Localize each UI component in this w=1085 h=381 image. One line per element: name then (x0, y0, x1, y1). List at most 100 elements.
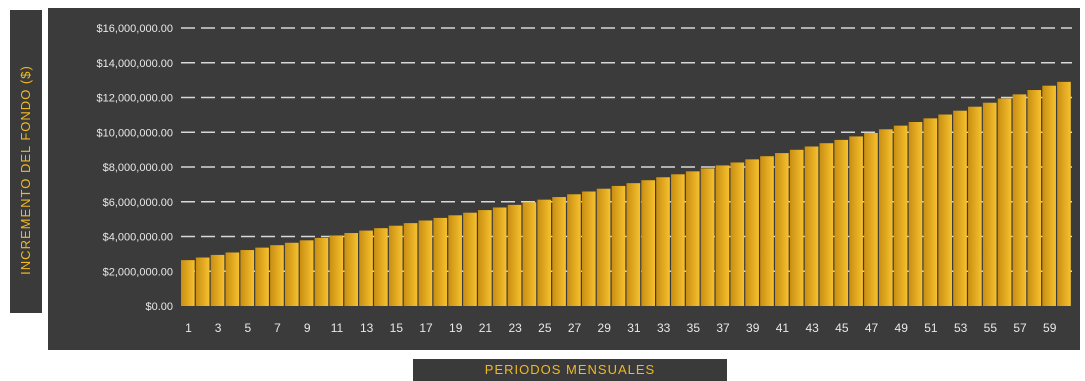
bar (685, 171, 700, 306)
bar (418, 220, 433, 306)
bar (730, 162, 745, 306)
bar (596, 188, 611, 306)
x-axis-label-box: PERIODOS MENSUALES (413, 359, 727, 381)
x-tick-label: 19 (449, 321, 463, 335)
bar (403, 223, 418, 306)
bar (893, 125, 908, 307)
bar (299, 240, 314, 306)
bar (923, 118, 938, 306)
bar (374, 228, 388, 306)
bar (359, 230, 373, 306)
bar (1057, 81, 1071, 306)
x-tick-label: 9 (304, 321, 311, 335)
plot-area: $0.00 $2,000,000.00 $4,000,000.00 $6,000,00… (48, 8, 1080, 350)
bar (240, 250, 255, 306)
bar (611, 185, 626, 306)
bar (968, 106, 982, 307)
x-tick-label: 11 (331, 321, 344, 335)
x-tick-label: 25 (538, 321, 552, 335)
bar (953, 110, 967, 306)
x-tick-label: 49 (895, 321, 909, 335)
x-tick-label: 5 (244, 321, 251, 335)
y-tick-labels: $0.00 $2,000,000.00 $4,000,000.00 $6,000,00… (97, 23, 173, 313)
bar (522, 202, 537, 306)
x-tick-label: 59 (1043, 321, 1057, 335)
bars (181, 81, 1071, 307)
x-tick-label: 53 (954, 321, 968, 335)
x-tick-label: 57 (1013, 321, 1027, 335)
x-tick-label: 51 (924, 321, 938, 335)
y-tick-label: $4,000,000.00 (103, 232, 173, 244)
x-tick-label: 37 (716, 321, 730, 335)
x-tick-label: 45 (835, 321, 849, 335)
x-tick-label: 3 (215, 321, 222, 335)
bar (284, 242, 299, 306)
x-tick-label: 17 (419, 321, 433, 335)
x-tick-label: 7 (274, 321, 281, 335)
bar (641, 180, 655, 306)
x-tick-label: 1 (185, 321, 192, 335)
bar (314, 237, 329, 306)
bar (775, 153, 789, 306)
y-tick-label: $16,000,000.00 (97, 23, 173, 35)
bar (567, 194, 581, 306)
bar (433, 217, 448, 306)
bar (908, 121, 923, 306)
bar (1042, 85, 1056, 306)
bar (210, 254, 225, 306)
bar (195, 257, 210, 306)
x-tick-label: 27 (568, 321, 582, 335)
bar (760, 156, 774, 306)
bar (878, 129, 893, 306)
bar (537, 199, 552, 306)
bar (715, 165, 730, 306)
bar (671, 174, 685, 306)
x-tick-label: 33 (657, 321, 671, 335)
x-tick-label: 15 (390, 321, 404, 335)
bar (1027, 90, 1042, 306)
bar (864, 132, 878, 306)
bar (492, 207, 507, 306)
y-tick-label: $12,000,000.00 (97, 93, 173, 105)
y-tick-label: $8,000,000.00 (103, 162, 173, 174)
bar (626, 183, 641, 306)
bar (255, 247, 269, 306)
x-tick-label: 43 (805, 321, 819, 335)
x-tick-label: 29 (598, 321, 612, 335)
bar (745, 159, 759, 306)
bar (997, 98, 1012, 306)
y-tick-label: $2,000,000.00 (103, 266, 173, 278)
x-tick-label: 41 (776, 321, 790, 335)
x-tick-label: 35 (687, 321, 701, 335)
y-axis-label-box: INCREMENTO DEL FONDO ($) (10, 10, 42, 313)
bar (507, 204, 522, 306)
bar (804, 146, 819, 306)
bar (463, 212, 477, 306)
bar (344, 233, 358, 306)
y-axis-label: INCREMENTO DEL FONDO ($) (18, 65, 33, 275)
x-axis-label: PERIODOS MENSUALES (484, 362, 656, 377)
y-tick-label: $6,000,000.00 (103, 197, 173, 209)
x-tick-label: 39 (746, 321, 760, 335)
x-tick-labels: 1 3 5 7 9 11 13 15 17 19 21 23 25 27 29 31 33 35 37 39 41 43 4… (185, 321, 1057, 335)
bar (849, 136, 863, 306)
area-chart: $0.00 $2,000,000.00 $4,000,000.00 $6,000,00… (97, 23, 1072, 335)
y-tick-label: $14,000,000.00 (97, 58, 173, 70)
bar (834, 139, 849, 306)
bar (656, 177, 670, 306)
x-tick-label: 55 (984, 321, 998, 335)
y-tick-label: $10,000,000.00 (97, 127, 173, 139)
bar (789, 149, 804, 306)
y-tick-label: $0.00 (145, 301, 173, 313)
x-tick-label: 31 (627, 321, 641, 335)
bar (982, 102, 997, 307)
bar (819, 143, 834, 306)
x-tick-label: 23 (508, 321, 522, 335)
bar (700, 168, 715, 306)
bar (329, 235, 344, 306)
bar (225, 252, 240, 306)
bar (448, 215, 462, 306)
x-tick-label: 13 (360, 321, 374, 335)
bar (552, 197, 566, 306)
bar (478, 210, 492, 306)
